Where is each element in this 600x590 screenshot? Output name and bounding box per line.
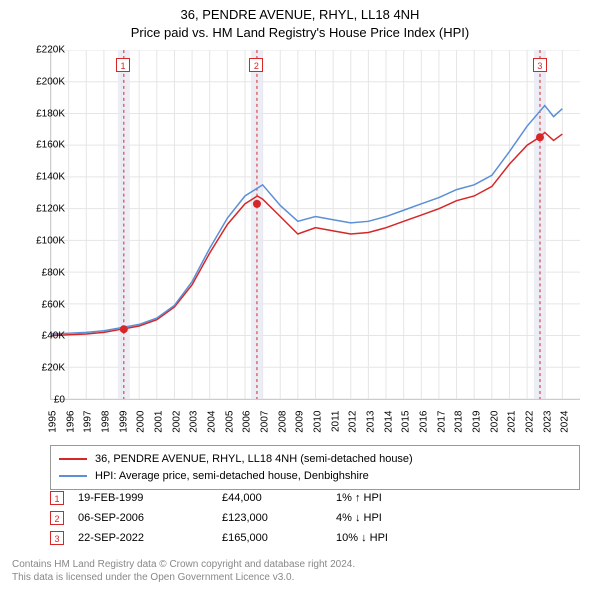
x-tick-label: 2016 <box>419 411 430 433</box>
y-tick-label: £80K <box>25 267 65 278</box>
x-tick-label: 2005 <box>224 411 235 433</box>
x-tick-label: 2000 <box>136 411 147 433</box>
legend: 36, PENDRE AVENUE, RHYL, LL18 4NH (semi-… <box>50 445 580 490</box>
legend-swatch <box>59 458 87 460</box>
event-date: 22-SEP-2022 <box>78 532 208 544</box>
legend-swatch <box>59 475 87 477</box>
x-tick-label: 2021 <box>507 411 518 433</box>
y-tick-label: £20K <box>25 363 65 374</box>
x-tick-label: 1999 <box>118 411 129 433</box>
chart-subtitle: Price paid vs. HM Land Registry's House … <box>0 24 600 42</box>
x-tick-label: 2019 <box>472 411 483 433</box>
x-tick-label: 2011 <box>330 411 341 433</box>
x-tick-label: 2012 <box>348 411 359 433</box>
event-price: £165,000 <box>222 532 322 544</box>
event-marker: 2 <box>50 511 64 525</box>
event-date: 19-FEB-1999 <box>78 492 208 504</box>
x-tick-label: 2022 <box>525 411 536 433</box>
event-row: 3 22-SEP-2022 £165,000 10% ↓ HPI <box>50 528 580 548</box>
plot-area <box>50 50 580 400</box>
transaction-marker-label: 2 <box>249 58 263 72</box>
event-diff: 1% ↑ HPI <box>336 492 486 504</box>
legend-item: HPI: Average price, semi-detached house,… <box>59 468 571 485</box>
chart-title: 36, PENDRE AVENUE, RHYL, LL18 4NH <box>0 0 600 24</box>
transaction-marker-label: 1 <box>116 58 130 72</box>
x-tick-label: 2003 <box>189 411 200 433</box>
event-price: £123,000 <box>222 512 322 524</box>
x-tick-label: 2010 <box>313 411 324 433</box>
event-date: 06-SEP-2006 <box>78 512 208 524</box>
event-marker: 1 <box>50 491 64 505</box>
event-diff: 4% ↓ HPI <box>336 512 486 524</box>
x-tick-label: 2014 <box>383 411 394 433</box>
x-tick-label: 2017 <box>436 411 447 433</box>
y-tick-label: £120K <box>25 204 65 215</box>
y-tick-label: £60K <box>25 299 65 310</box>
legend-label: HPI: Average price, semi-detached house,… <box>95 468 369 485</box>
x-tick-label: 2008 <box>277 411 288 433</box>
x-tick-label: 2018 <box>454 411 465 433</box>
x-tick-label: 2015 <box>401 411 412 433</box>
y-tick-label: £140K <box>25 172 65 183</box>
x-tick-label: 2013 <box>366 411 377 433</box>
y-tick-label: £100K <box>25 235 65 246</box>
y-tick-label: £160K <box>25 140 65 151</box>
chart-svg <box>51 50 580 399</box>
x-tick-label: 1996 <box>65 411 76 433</box>
y-tick-label: £40K <box>25 331 65 342</box>
x-tick-label: 2020 <box>489 411 500 433</box>
event-row: 2 06-SEP-2006 £123,000 4% ↓ HPI <box>50 508 580 528</box>
event-row: 1 19-FEB-1999 £44,000 1% ↑ HPI <box>50 488 580 508</box>
event-marker: 3 <box>50 531 64 545</box>
x-tick-label: 2007 <box>260 411 271 433</box>
event-diff: 10% ↓ HPI <box>336 532 486 544</box>
copyright-line-1: Contains HM Land Registry data © Crown c… <box>12 558 355 571</box>
x-tick-label: 2001 <box>154 411 165 433</box>
y-tick-label: £200K <box>25 76 65 87</box>
y-tick-label: £180K <box>25 108 65 119</box>
legend-label: 36, PENDRE AVENUE, RHYL, LL18 4NH (semi-… <box>95 451 413 468</box>
x-tick-label: 1995 <box>48 411 59 433</box>
copyright-notice: Contains HM Land Registry data © Crown c… <box>12 558 355 584</box>
x-tick-label: 2023 <box>542 411 553 433</box>
transaction-marker-label: 3 <box>533 58 547 72</box>
legend-item: 36, PENDRE AVENUE, RHYL, LL18 4NH (semi-… <box>59 451 571 468</box>
x-tick-label: 1997 <box>83 411 94 433</box>
x-tick-label: 2009 <box>295 411 306 433</box>
x-tick-label: 2004 <box>207 411 218 433</box>
copyright-line-2: This data is licensed under the Open Gov… <box>12 571 355 584</box>
y-tick-label: £220K <box>25 45 65 56</box>
events-table: 1 19-FEB-1999 £44,000 1% ↑ HPI 2 06-SEP-2006 £… <box>50 488 580 548</box>
x-tick-label: 2002 <box>171 411 182 433</box>
event-price: £44,000 <box>222 492 322 504</box>
x-tick-label: 1998 <box>101 411 112 433</box>
y-tick-label: £0 <box>25 395 65 406</box>
x-tick-label: 2024 <box>560 411 571 433</box>
chart-container: { "title": "36, PENDRE AVENUE, RHYL, LL1… <box>0 0 600 590</box>
x-tick-label: 2006 <box>242 411 253 433</box>
